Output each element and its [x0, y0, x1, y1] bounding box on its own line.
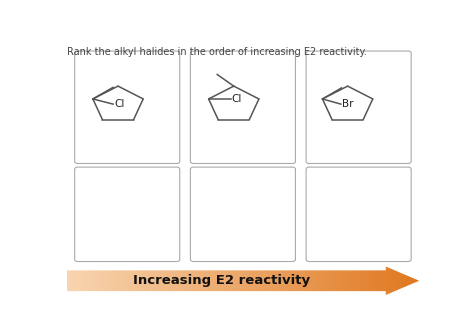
FancyBboxPatch shape: [191, 167, 295, 262]
FancyBboxPatch shape: [191, 51, 295, 163]
FancyBboxPatch shape: [306, 51, 411, 163]
Text: Cl: Cl: [232, 94, 242, 104]
FancyBboxPatch shape: [306, 167, 411, 262]
FancyBboxPatch shape: [75, 51, 180, 163]
Text: Rank the alkyl halides in the order of increasing E2 reactivity.: Rank the alkyl halides in the order of i…: [66, 47, 366, 57]
FancyBboxPatch shape: [75, 167, 180, 262]
Text: Br: Br: [342, 99, 354, 109]
Text: Cl: Cl: [114, 99, 125, 109]
